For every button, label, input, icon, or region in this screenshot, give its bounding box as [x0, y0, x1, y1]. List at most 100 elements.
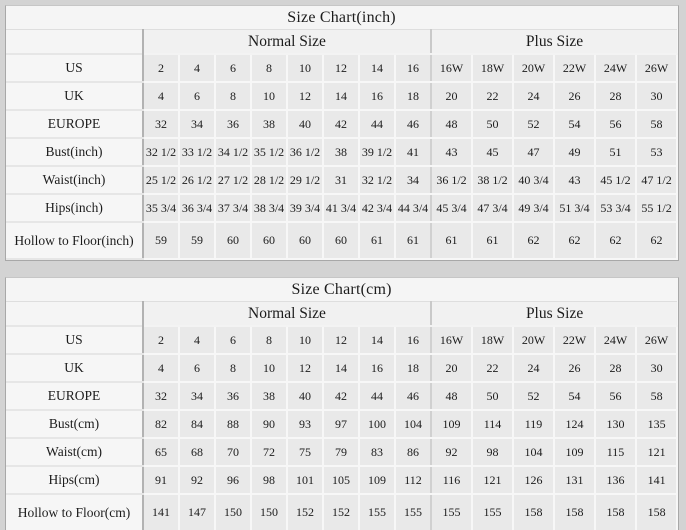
size-cell: 14: [322, 81, 360, 111]
size-cell: 60: [286, 221, 324, 260]
table-row: Hips(inch) 35 3/4 36 3/4 37 3/4 38 3/4 39 3/4…: [6, 193, 679, 223]
row-label: US: [6, 53, 144, 83]
size-cell: 43: [430, 137, 473, 167]
size-cell: 119: [512, 409, 555, 439]
size-cell: 35 1/2: [250, 137, 288, 167]
size-cell: 2: [142, 53, 180, 83]
size-cell: 38 3/4: [250, 193, 288, 223]
size-cell: 104: [394, 409, 432, 439]
size-cell: 24: [512, 353, 555, 383]
size-cell: 60: [214, 221, 252, 260]
size-cell: 26W: [634, 53, 679, 83]
size-cell: 141: [634, 465, 679, 495]
size-cell: 112: [394, 465, 432, 495]
size-cell: 39 3/4: [286, 193, 324, 223]
size-cell: 38: [250, 109, 288, 139]
size-cell: 61: [394, 221, 432, 260]
size-cell: 4: [178, 53, 216, 83]
size-cell: 36 1/2: [286, 137, 324, 167]
size-cell: 41 3/4: [322, 193, 360, 223]
size-cell: 114: [471, 409, 514, 439]
size-cell: 20W: [512, 53, 555, 83]
size-cell: 24: [512, 81, 555, 111]
table-row: EUROPE 32 34 36 38 40 42 44 46 48 50 52 54 56 58: [6, 381, 679, 411]
size-cell: 105: [322, 465, 360, 495]
size-cell: 42 3/4: [358, 193, 396, 223]
size-cell: 135: [634, 409, 679, 439]
size-cell: 65: [142, 437, 180, 467]
size-cell: 36 3/4: [178, 193, 216, 223]
size-cell: 32 1/2: [358, 165, 396, 195]
size-cell: 116: [430, 465, 473, 495]
size-cell: 88: [214, 409, 252, 439]
size-cell: 39 1/2: [358, 137, 396, 167]
size-cell: 155: [430, 493, 473, 530]
size-cell: 59: [178, 221, 216, 260]
size-cell: 26: [553, 81, 596, 111]
size-cell: 44 3/4: [394, 193, 432, 223]
size-cell: 4: [142, 81, 180, 111]
size-cell: 45 1/2: [594, 165, 637, 195]
group-header-normal-size: Normal Size: [143, 301, 432, 327]
size-cell: 53: [634, 137, 679, 167]
size-cell: 115: [594, 437, 637, 467]
size-cell: 27 1/2: [214, 165, 252, 195]
corner-spacer: [6, 301, 144, 326]
size-cell: 62: [634, 221, 679, 260]
size-cell: 18W: [471, 325, 514, 355]
size-cell: 12: [322, 53, 360, 83]
size-cell: 109: [553, 437, 596, 467]
size-cell: 75: [286, 437, 324, 467]
group-header-row: Normal Size Plus Size: [6, 29, 678, 55]
corner-spacer: [6, 29, 144, 54]
size-cell: 10: [286, 53, 324, 83]
size-cell: 136: [594, 465, 637, 495]
title-row: Size Chart(cm): [6, 278, 678, 302]
size-cell: 147: [178, 493, 216, 530]
size-cell: 4: [142, 353, 180, 383]
size-cell: 8: [250, 53, 288, 83]
size-cell: 47 3/4: [471, 193, 514, 223]
size-cell: 10: [286, 325, 324, 355]
size-cell: 4: [178, 325, 216, 355]
size-cell: 82: [142, 409, 180, 439]
table-row: Bust(cm) 82 84 88 90 93 97 100 104 109 114 119 124 13…: [6, 409, 679, 439]
size-chart-inch-table: Size Chart(inch) Normal Size Plus Size U…: [6, 6, 679, 260]
size-cell: 47 1/2: [634, 165, 679, 195]
size-cell: 20W: [512, 325, 555, 355]
size-cell: 60: [250, 221, 288, 260]
size-cell: 53 3/4: [594, 193, 637, 223]
size-chart-cm-table: Size Chart(cm) Normal Size Plus Size US 2…: [6, 278, 679, 530]
size-cell: 14: [358, 325, 396, 355]
size-cell: 30: [634, 353, 679, 383]
size-cell: 2: [142, 325, 180, 355]
row-label: EUROPE: [6, 381, 144, 411]
size-cell: 51 3/4: [553, 193, 596, 223]
size-cell: 26W: [634, 325, 679, 355]
size-cell: 109: [358, 465, 396, 495]
size-cell: 44: [358, 109, 396, 139]
size-cell: 24W: [594, 325, 637, 355]
size-cell: 38: [322, 137, 360, 167]
size-cell: 124: [553, 409, 596, 439]
size-cell: 83: [358, 437, 396, 467]
size-cell: 56: [594, 109, 637, 139]
row-label: UK: [6, 81, 144, 111]
size-cell: 90: [250, 409, 288, 439]
size-cell: 8: [214, 353, 252, 383]
size-cell: 48: [430, 381, 473, 411]
size-cell: 72: [250, 437, 288, 467]
size-cell: 155: [394, 493, 432, 530]
row-label: Bust(inch): [6, 137, 144, 167]
size-cell: 79: [322, 437, 360, 467]
table-title: Size Chart(cm): [6, 278, 678, 302]
size-cell: 86: [394, 437, 432, 467]
size-cell: 62: [553, 221, 596, 260]
size-cell: 14: [322, 353, 360, 383]
size-cell: 158: [634, 493, 679, 530]
size-cell: 24W: [594, 53, 637, 83]
size-cell: 26 1/2: [178, 165, 216, 195]
size-cell: 16: [394, 325, 432, 355]
size-cell: 155: [358, 493, 396, 530]
